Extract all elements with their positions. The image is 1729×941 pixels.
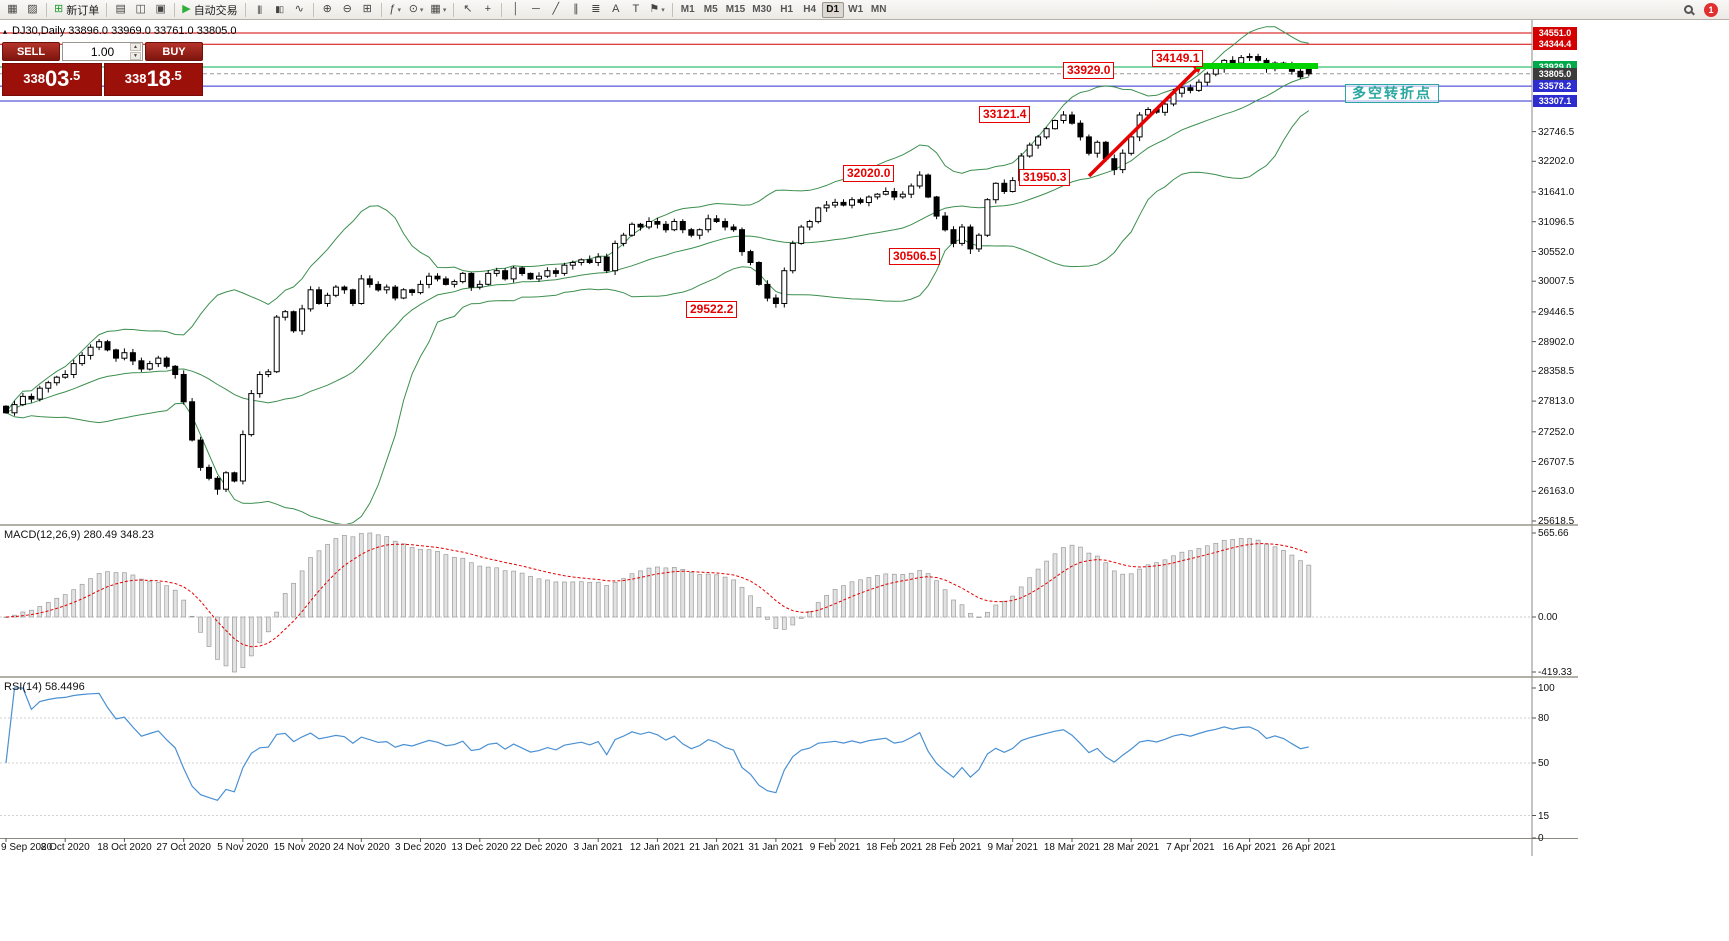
trendline-tool-icon: ╱ (552, 3, 560, 15)
line-chart[interactable]: ∿ (290, 1, 309, 18)
channel-tool-icon: ∥ (573, 3, 579, 15)
zoom-in-icon: ⊕ (322, 3, 332, 15)
autotrading-button-label: 自动交易 (193, 4, 238, 17)
new-chart-icon: ▦ (7, 3, 18, 15)
vertical-line-tool[interactable]: │ (506, 1, 525, 18)
arrows-tool[interactable]: ⚑ ▾ (646, 1, 667, 18)
bid-price[interactable]: 338 03.5 (2, 63, 102, 96)
autotrading-button[interactable]: ▶ 自动交易 (179, 1, 240, 18)
new-chart[interactable]: ▦ (3, 1, 22, 18)
collapse-icon[interactable]: ▴ (3, 26, 8, 36)
arrows-tool-dropdown-icon[interactable]: ▾ (661, 6, 665, 14)
periods-menu[interactable]: ⊙ ▾ (406, 1, 427, 18)
timeframe-d1[interactable]: D1 (821, 1, 844, 18)
toolbar-right: 1 (1679, 1, 1726, 18)
toolbar-separator (380, 2, 382, 17)
volume-field[interactable]: 1.00 ▲ ▼ (62, 42, 143, 61)
new-order-button-icon: ⊞ (54, 3, 64, 15)
terminal-icon: ▣ (155, 3, 166, 15)
toolbar-buttons: ▦ ▨ ⊞ 新订单 ▤ ◫ ▣ ▶ 自动交易 ||| ▮▯ ∿ ⊕ ⊖ ⊞ ƒ ▾ ⊙ ▾ ▦ ▾ ↖ + │ ─ ╱ ∥ ≣ A T ⚑ ▾… (3, 0, 890, 19)
indicators-menu[interactable]: ƒ ▾ (386, 1, 405, 18)
chart-profiles[interactable]: ▨ (23, 1, 42, 18)
buy-button[interactable]: BUY (145, 42, 203, 61)
fibonacci-tool[interactable]: ≣ (586, 1, 605, 18)
zoom-in[interactable]: ⊕ (318, 1, 337, 18)
label-tool[interactable]: T (626, 1, 645, 18)
horizontal-line-tool[interactable]: ─ (526, 1, 545, 18)
vertical-line-tool-icon: │ (512, 3, 520, 15)
candlestick-chart[interactable]: ▮▯ (270, 1, 289, 18)
toolbar-separator (244, 2, 246, 17)
timeframe-h1[interactable]: H1 (780, 4, 794, 15)
ask-price[interactable]: 338 18.5 (103, 63, 203, 96)
line-chart-icon: ∿ (294, 3, 304, 15)
horizontal-line-tool-icon: ─ (531, 3, 540, 15)
channel-tool[interactable]: ∥ (566, 1, 585, 18)
templates-menu[interactable]: ▦ ▾ (427, 1, 449, 18)
volume-spinner: ▲ ▼ (130, 43, 141, 60)
crosshair-tool[interactable]: + (478, 1, 497, 18)
sell-button[interactable]: SELL (2, 42, 60, 61)
timeframe-m5[interactable]: M5 (703, 4, 718, 15)
one-click-trading-panel: SELL 1.00 ▲ ▼ BUY 338 03.5 338 18.5 (2, 42, 203, 96)
notification-badge[interactable]: 1 (1704, 2, 1718, 17)
timeframe-m1[interactable]: M1 (680, 4, 695, 15)
market-watch[interactable]: ▤ (111, 1, 130, 18)
timeframe-m30[interactable]: M30 (752, 4, 772, 15)
crosshair-tool-icon: + (484, 3, 492, 15)
volume-up-icon[interactable]: ▲ (130, 43, 141, 51)
indicators-menu-icon: ƒ (389, 3, 396, 15)
toolbar-separator (312, 2, 314, 17)
data-window[interactable]: ◫ (131, 1, 150, 18)
label-tool-icon: T (632, 3, 640, 15)
toolbar-separator (671, 2, 673, 17)
timeframe-mn[interactable]: MN (870, 4, 887, 15)
indicators-menu-dropdown-icon[interactable]: ▾ (397, 6, 401, 14)
bar-chart-icon: ||| (257, 4, 262, 14)
zoom-out[interactable]: ⊖ (338, 1, 357, 18)
timeframe-h4[interactable]: H4 (803, 4, 817, 15)
toolbar-separator (174, 2, 176, 17)
arrows-tool-icon: ⚑ (649, 3, 660, 15)
turning-point-label[interactable]: 多空转折点 (1345, 84, 1439, 103)
toolbar-separator (106, 2, 108, 17)
terminal[interactable]: ▣ (151, 1, 170, 18)
tile-windows-icon: ⊞ (362, 3, 372, 15)
toolbar-separator (46, 2, 47, 17)
bar-chart[interactable]: ||| (250, 1, 269, 18)
search-icon (1684, 5, 1693, 14)
fibonacci-tool-icon: ≣ (591, 3, 601, 15)
search-button[interactable] (1679, 1, 1698, 18)
cursor-tool[interactable]: ↖ (458, 1, 477, 18)
templates-menu-dropdown-icon[interactable]: ▾ (442, 6, 447, 14)
new-order-button-label: 新订单 (66, 4, 100, 17)
candlestick-chart-icon: ▮▯ (275, 4, 284, 14)
chart-title-bar: ▴ DJ30,Daily 33896.0 33969.0 33761.0 338… (3, 25, 236, 37)
cursor-tool-icon: ↖ (463, 3, 473, 15)
volume-down-icon[interactable]: ▼ (130, 52, 141, 60)
market-watch-icon: ▤ (115, 3, 126, 15)
templates-menu-icon: ▦ (430, 3, 441, 15)
periods-menu-icon: ⊙ (408, 3, 418, 15)
text-tool-icon: A (612, 3, 620, 15)
chart-title: DJ30,Daily 33896.0 33969.0 33761.0 33805… (12, 25, 237, 37)
chart-profiles-icon: ▨ (27, 3, 38, 15)
autotrading-button-icon: ▶ (182, 3, 191, 15)
timeframe-m15[interactable]: M15 (725, 4, 746, 15)
toolbar: ▦ ▨ ⊞ 新订单 ▤ ◫ ▣ ▶ 自动交易 ||| ▮▯ ∿ ⊕ ⊖ ⊞ ƒ ▾ ⊙ ▾ ▦ ▾ ↖ + │ ─ ╱ ∥ ≣ A T ⚑ ▾… (0, 0, 1729, 20)
trendline-tool[interactable]: ╱ (546, 1, 565, 18)
new-order-button[interactable]: ⊞ 新订单 (51, 1, 102, 18)
volume-value: 1.00 (90, 44, 115, 59)
toolbar-separator (501, 2, 503, 17)
timeframe-w1[interactable]: W1 (848, 4, 864, 15)
text-tool[interactable]: A (606, 1, 625, 18)
toolbar-separator (453, 2, 455, 17)
zoom-out-icon: ⊖ (342, 3, 352, 15)
data-window-icon: ◫ (135, 3, 146, 15)
periods-menu-dropdown-icon[interactable]: ▾ (419, 6, 424, 14)
tile-windows[interactable]: ⊞ (358, 1, 377, 18)
